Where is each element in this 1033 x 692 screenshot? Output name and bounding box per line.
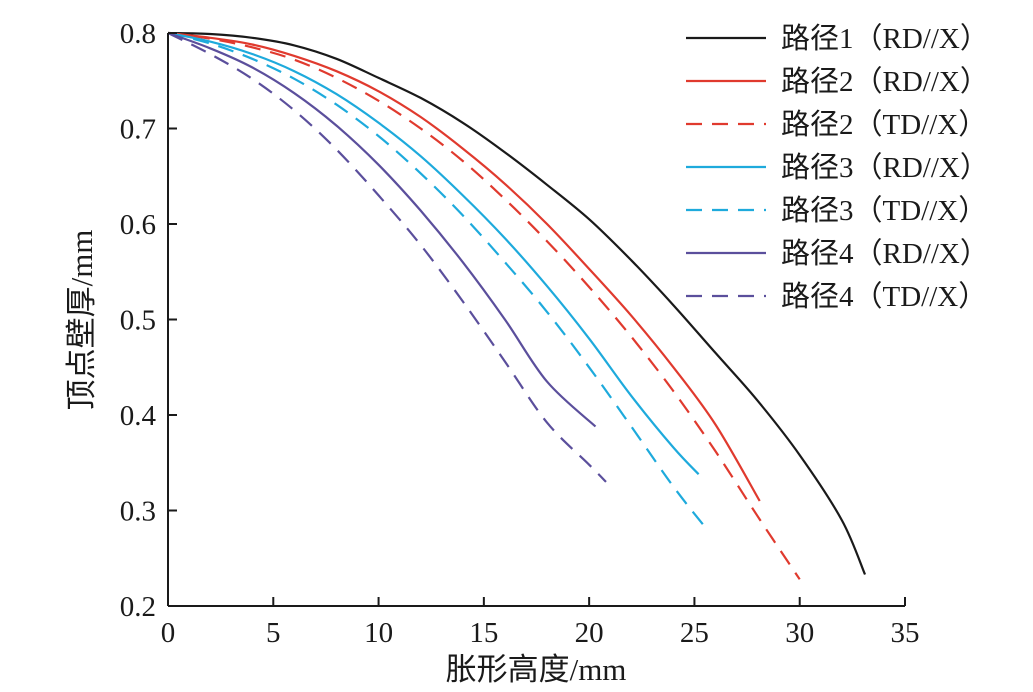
- axes: 0 5 10 15 20 25 30 35 0.2 0.3 0.4 0.5 0.6 0.7 0.8: [120, 18, 920, 649]
- legend: 路径1（RD//X） 路径2（RD//X） 路径2（TD//X） 路径3（RD//X）…: [686, 22, 989, 313]
- y-tick-label: 0.6: [120, 209, 156, 241]
- x-tick-label: 0: [161, 617, 176, 649]
- x-tick-label: 35: [891, 617, 920, 649]
- y-tick-label: 0.2: [120, 591, 156, 623]
- series-line-6: [167, 31, 597, 428]
- x-tick-label: 10: [364, 617, 393, 649]
- legend-label-1: 路径1（RD//X）: [781, 22, 989, 55]
- x-tick-label: 30: [785, 617, 814, 649]
- x-axis-title: 胀形高度/mm: [446, 652, 627, 687]
- series-line-3: [167, 31, 801, 580]
- legend-label-5: 路径3（TD//X）: [781, 194, 987, 227]
- legend-label-2: 路径2（RD//X）: [781, 65, 989, 98]
- series-line-1: [167, 31, 867, 575]
- legend-label-4: 路径3（RD//X）: [781, 151, 989, 184]
- series-line-2: [167, 31, 761, 502]
- x-tick-label: 25: [680, 617, 709, 649]
- y-tick-label: 0.7: [120, 114, 156, 146]
- y-axis-title: 顶点壁厚/mm: [64, 230, 99, 411]
- y-tick-label: 0.4: [120, 400, 157, 432]
- series-line-4: [167, 31, 700, 475]
- series-line-7: [167, 32, 607, 483]
- legend-label-6: 路径4（RD//X）: [781, 237, 989, 270]
- x-tick-label: 15: [469, 617, 498, 649]
- y-tick-label: 0.3: [120, 496, 156, 528]
- legend-label-3: 路径2（TD//X）: [781, 108, 987, 141]
- plot-lines: [167, 31, 867, 580]
- y-tick-label: 0.5: [120, 305, 156, 337]
- legend-label-7: 路径4（TD//X）: [781, 280, 987, 313]
- y-tick-label: 0.8: [120, 18, 156, 50]
- x-tick-label: 5: [266, 617, 281, 649]
- x-tick-label: 20: [575, 617, 604, 649]
